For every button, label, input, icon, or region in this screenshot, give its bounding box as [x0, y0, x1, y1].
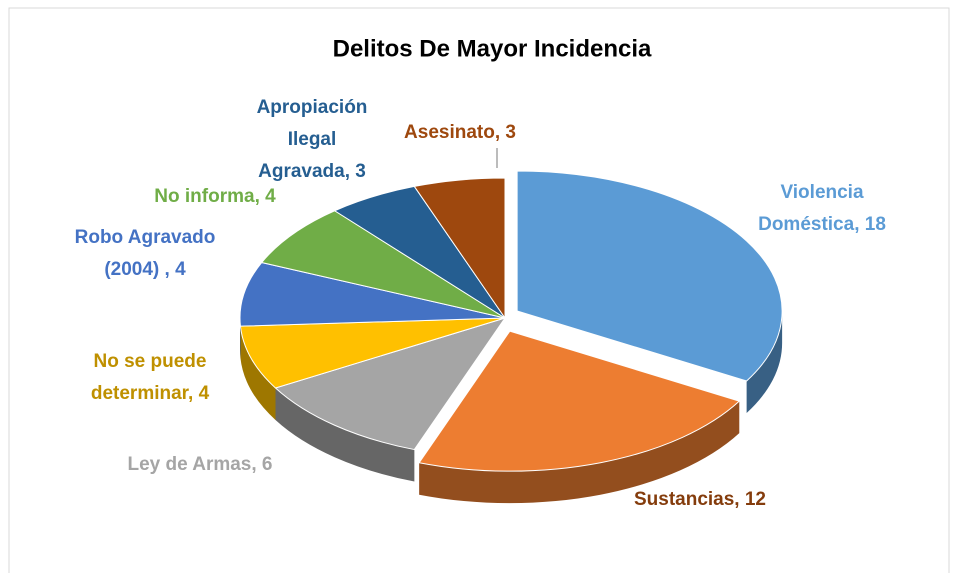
data-label-line: Agravada, 3 [258, 161, 366, 182]
slice-side [240, 326, 276, 420]
data-label-line: Ilegal [288, 129, 337, 150]
chart-title: Delitos De Mayor Incidencia [333, 35, 652, 62]
pie-tops [239, 170, 783, 472]
slice [418, 330, 741, 472]
data-label-line: determinar, 4 [91, 383, 210, 404]
slice [239, 261, 506, 327]
data-label-line: No se puede [94, 351, 207, 372]
data-label: Apropiación Ilegal Agravada, 3 [257, 97, 368, 182]
data-label: Asesinato, 3 [404, 122, 516, 143]
slice [413, 177, 506, 320]
data-label-line: Violencia [780, 182, 864, 203]
data-label-line: Ley de Armas, 6 [127, 454, 272, 475]
data-label-line: Sustancias, 12 [634, 489, 766, 510]
slice [260, 210, 506, 319]
slice [239, 317, 506, 389]
data-label-line: No informa, 4 [154, 186, 276, 207]
slice [516, 170, 783, 382]
data-labels: Violencia Doméstica, 18 Sustancias, 12 Ley … [75, 97, 886, 510]
data-label: No se puede determinar, 4 [91, 351, 210, 404]
data-label-line: Doméstica, 18 [758, 214, 886, 235]
data-label: Sustancias, 12 [634, 489, 766, 510]
data-label-line: Robo Agravado [75, 227, 216, 248]
data-label: Robo Agravado (2004) , 4 [75, 227, 216, 280]
data-label: No informa, 4 [154, 186, 276, 207]
data-label-line: Asesinato, 3 [404, 122, 516, 143]
slice-side [275, 388, 415, 482]
data-label: Violencia Doméstica, 18 [758, 182, 886, 235]
data-label-line: (2004) , 4 [104, 259, 186, 280]
slice-side [419, 401, 740, 504]
data-label: Ley de Armas, 6 [127, 454, 272, 475]
data-label-line: Apropiación [257, 97, 368, 118]
slice [274, 317, 507, 451]
